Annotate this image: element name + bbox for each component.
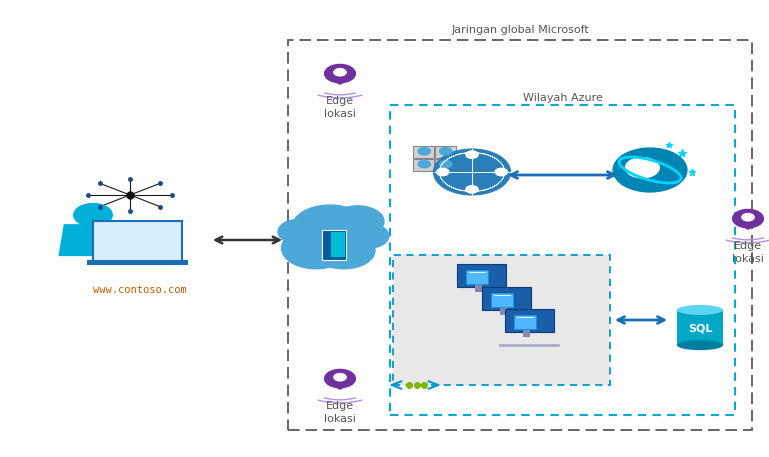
Text: Edge
lokasi: Edge lokasi bbox=[324, 96, 356, 119]
Text: SQL: SQL bbox=[687, 323, 712, 333]
Circle shape bbox=[625, 158, 659, 178]
Circle shape bbox=[313, 232, 375, 269]
FancyBboxPatch shape bbox=[466, 271, 488, 284]
FancyBboxPatch shape bbox=[524, 330, 530, 337]
Circle shape bbox=[466, 186, 478, 193]
Circle shape bbox=[281, 228, 351, 269]
Circle shape bbox=[466, 151, 478, 158]
Circle shape bbox=[331, 206, 384, 237]
Circle shape bbox=[278, 219, 320, 244]
Circle shape bbox=[437, 168, 449, 175]
FancyBboxPatch shape bbox=[94, 221, 181, 261]
Circle shape bbox=[334, 69, 346, 76]
FancyBboxPatch shape bbox=[491, 293, 514, 307]
FancyBboxPatch shape bbox=[501, 308, 507, 315]
Text: Edge
lokasi: Edge lokasi bbox=[324, 401, 356, 424]
Polygon shape bbox=[332, 385, 348, 390]
Bar bbox=[288, 40, 752, 430]
FancyBboxPatch shape bbox=[435, 146, 456, 158]
Text: www.contoso.com: www.contoso.com bbox=[93, 285, 187, 295]
Text: Edge
lokasi: Edge lokasi bbox=[732, 241, 764, 264]
FancyBboxPatch shape bbox=[514, 315, 537, 329]
FancyBboxPatch shape bbox=[331, 232, 345, 257]
Circle shape bbox=[440, 148, 452, 155]
Polygon shape bbox=[58, 224, 128, 256]
Circle shape bbox=[733, 209, 764, 228]
Circle shape bbox=[495, 168, 508, 175]
FancyBboxPatch shape bbox=[677, 311, 723, 345]
FancyBboxPatch shape bbox=[457, 265, 506, 287]
FancyBboxPatch shape bbox=[505, 309, 554, 332]
FancyBboxPatch shape bbox=[414, 159, 434, 171]
Polygon shape bbox=[332, 80, 348, 85]
Circle shape bbox=[434, 149, 511, 195]
FancyBboxPatch shape bbox=[414, 146, 434, 158]
Circle shape bbox=[742, 213, 754, 221]
Circle shape bbox=[334, 373, 346, 381]
Circle shape bbox=[292, 205, 368, 250]
Circle shape bbox=[325, 369, 355, 388]
Text: Wilayah Azure: Wilayah Azure bbox=[523, 93, 602, 103]
Ellipse shape bbox=[677, 305, 723, 315]
Circle shape bbox=[418, 160, 431, 168]
FancyBboxPatch shape bbox=[88, 260, 188, 266]
Circle shape bbox=[348, 223, 389, 248]
FancyBboxPatch shape bbox=[321, 230, 346, 260]
Ellipse shape bbox=[677, 340, 723, 350]
Bar bbox=[393, 255, 610, 385]
Polygon shape bbox=[741, 225, 756, 230]
Circle shape bbox=[418, 148, 431, 155]
Circle shape bbox=[613, 148, 687, 192]
Circle shape bbox=[325, 64, 355, 83]
FancyBboxPatch shape bbox=[482, 287, 531, 310]
Bar bbox=[390, 105, 735, 415]
FancyBboxPatch shape bbox=[435, 159, 456, 171]
FancyBboxPatch shape bbox=[475, 285, 481, 292]
Text: Jaringan global Microsoft: Jaringan global Microsoft bbox=[451, 26, 589, 36]
Circle shape bbox=[74, 203, 112, 226]
Circle shape bbox=[440, 160, 452, 168]
